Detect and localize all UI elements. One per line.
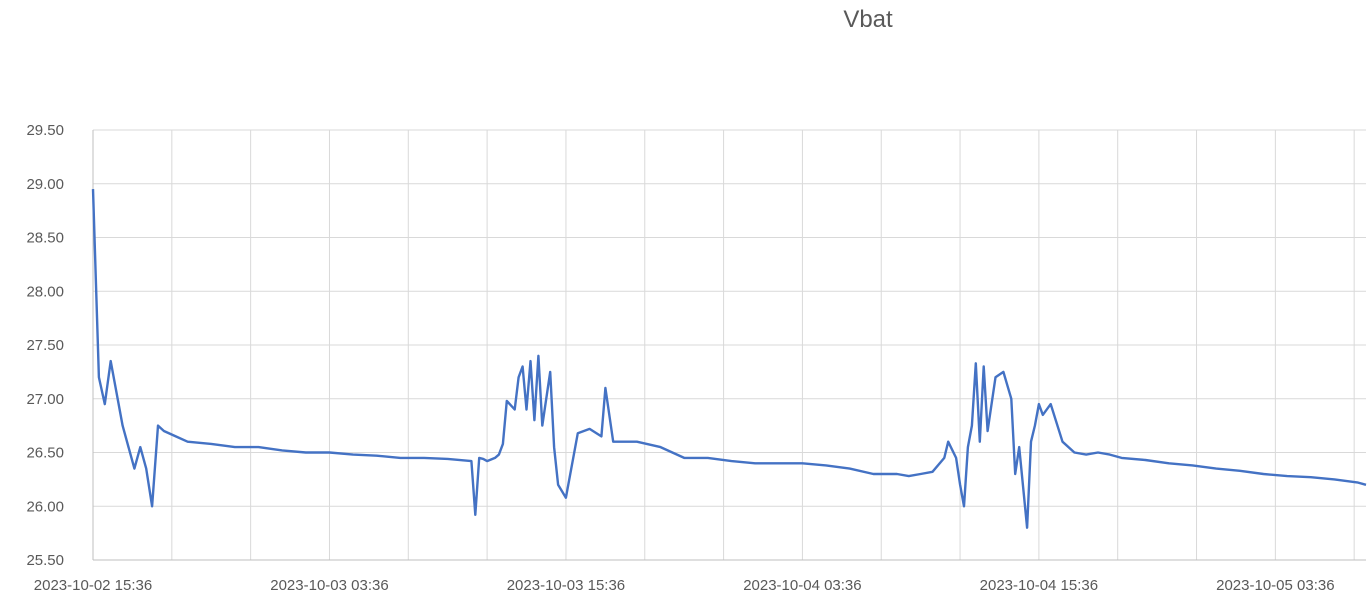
y-axis-labels: 25.50 26.00 26.50 27.00 27.50 28.00 28.50 29.00… [26, 122, 64, 569]
x-tick-label: 2023-10-03 15:36 [507, 577, 625, 594]
x-axis-labels: 2023-10-02 15:36 2023-10-03 03:36 2023-10-… [34, 577, 1335, 594]
series-layer [91, 189, 1367, 529]
y-tick-label: 27.00 [26, 391, 64, 408]
y-tick-label: 27.50 [26, 337, 64, 354]
y-tick-label: 29.50 [26, 122, 64, 139]
x-tick-label: 2023-10-02 15:36 [34, 577, 152, 594]
y-tick-label: 29.00 [26, 176, 64, 193]
series-line [91, 189, 1367, 529]
x-tick-label: 2023-10-03 03:36 [270, 577, 388, 594]
x-tick-label: 2023-10-04 03:36 [743, 577, 861, 594]
chart-title: Vbat [843, 6, 893, 33]
y-tick-label: 28.00 [26, 283, 64, 300]
x-tick-label: 2023-10-05 03:36 [1216, 577, 1334, 594]
y-tick-label: 26.50 [26, 445, 64, 462]
grid-layer [93, 129, 1366, 560]
y-tick-label: 28.50 [26, 230, 64, 247]
y-tick-label: 26.00 [26, 498, 64, 515]
x-tick-label: 2023-10-04 15:36 [980, 577, 1098, 594]
y-tick-label: 25.50 [26, 552, 64, 569]
